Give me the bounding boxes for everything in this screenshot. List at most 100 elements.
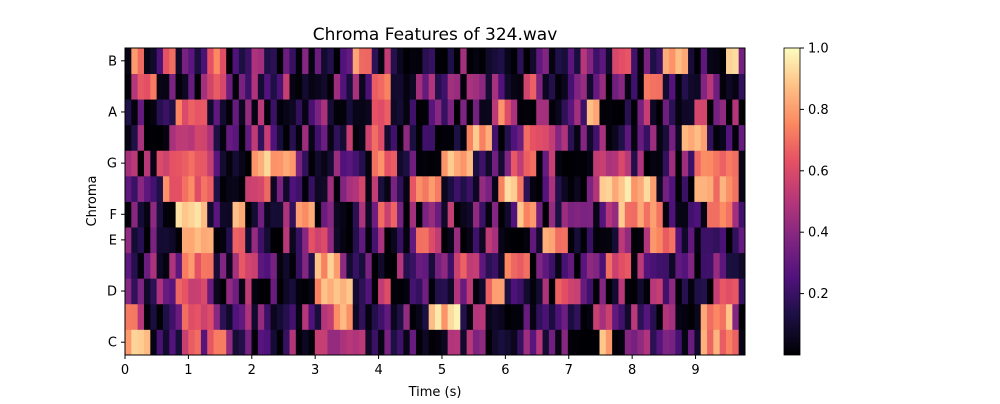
- heatmap-cell: [409, 150, 417, 177]
- heatmap-cell: [131, 303, 139, 330]
- heatmap-cell: [384, 303, 392, 330]
- heatmap-cell: [713, 99, 721, 126]
- heatmap-cell: [574, 252, 581, 279]
- heatmap-cell: [181, 201, 189, 228]
- heatmap-cell: [422, 150, 430, 177]
- heatmap-cell: [435, 329, 442, 356]
- heatmap-cell: [435, 252, 442, 279]
- heatmap-cell: [314, 303, 322, 330]
- heatmap-cell: [251, 303, 259, 330]
- heatmap-cell: [738, 252, 746, 279]
- heatmap-cell: [169, 278, 177, 305]
- heatmap-cell: [555, 124, 562, 151]
- heatmap-cell: [618, 175, 626, 202]
- heatmap-cell: [694, 48, 702, 74]
- heatmap-cell: [529, 99, 537, 126]
- heatmap-cell: [200, 227, 208, 254]
- heatmap-cell: [346, 73, 354, 100]
- heatmap-cell: [352, 278, 360, 305]
- heatmap-cell: [435, 175, 442, 202]
- heatmap-cell: [245, 303, 252, 330]
- heatmap-cell: [435, 278, 442, 305]
- heatmap-cell: [650, 252, 657, 279]
- heatmap-cell: [523, 303, 531, 330]
- heatmap-cell: [150, 303, 158, 330]
- heatmap-cell: [238, 329, 246, 356]
- heatmap-cell: [340, 73, 347, 100]
- heatmap-cell: [726, 252, 733, 279]
- heatmap-cell: [200, 48, 208, 74]
- heatmap-cell: [378, 73, 385, 100]
- heatmap-cell: [713, 175, 721, 202]
- heatmap-cell: [352, 124, 360, 151]
- heatmap-cell: [453, 124, 461, 151]
- heatmap-cell: [650, 303, 657, 330]
- heatmap-cell: [669, 278, 676, 305]
- heatmap-cell: [656, 175, 664, 202]
- heatmap-cell: [548, 252, 556, 279]
- heatmap-cell: [327, 73, 335, 100]
- heatmap-cell: [719, 99, 727, 126]
- heatmap-cell: [371, 201, 379, 228]
- heatmap-cell: [422, 99, 430, 126]
- heatmap-cell: [719, 303, 727, 330]
- heatmap-cell: [637, 278, 645, 305]
- heatmap-cell: [359, 150, 366, 177]
- heatmap-cell: [352, 201, 360, 228]
- heatmap-cell: [188, 73, 195, 100]
- heatmap-cell: [707, 278, 714, 305]
- heatmap-cell: [700, 227, 708, 254]
- heatmap-cell: [694, 99, 702, 126]
- heatmap-cell: [352, 99, 360, 126]
- heatmap-cell: [624, 48, 632, 74]
- heatmap-cell: [232, 150, 240, 177]
- heatmap-cell: [150, 73, 158, 100]
- heatmap-cell: [200, 252, 208, 279]
- heatmap-cell: [194, 329, 202, 356]
- x-tick-label: 7: [565, 363, 573, 378]
- heatmap-cell: [548, 99, 556, 126]
- heatmap-cell: [327, 201, 335, 228]
- heatmap-cell: [213, 303, 221, 330]
- heatmap-cell: [397, 303, 404, 330]
- heatmap-cell: [707, 303, 714, 330]
- heatmap-cell: [675, 99, 683, 126]
- heatmap-cell: [536, 150, 543, 177]
- heatmap-cell: [390, 48, 398, 74]
- heatmap-cell: [428, 252, 436, 279]
- heatmap-cell: [333, 252, 341, 279]
- heatmap-cell: [700, 150, 708, 177]
- heatmap-cell: [631, 150, 638, 177]
- heatmap-cell: [472, 252, 480, 279]
- heatmap-cell: [359, 48, 366, 74]
- heatmap-cell: [352, 73, 360, 100]
- heatmap-cell: [422, 252, 430, 279]
- heatmap-cell: [669, 150, 676, 177]
- heatmap-cell: [498, 252, 505, 279]
- heatmap-cell: [713, 150, 721, 177]
- heatmap-cell: [131, 150, 139, 177]
- heatmap-cell: [662, 150, 670, 177]
- heatmap-cell: [504, 329, 512, 356]
- heatmap-cell: [650, 227, 657, 254]
- heatmap-cell: [131, 99, 139, 126]
- heatmap-cell: [169, 303, 177, 330]
- heatmap-cell: [143, 278, 151, 305]
- heatmap-cell: [713, 278, 721, 305]
- x-tick-label: 0: [121, 363, 129, 378]
- heatmap-cell: [403, 278, 411, 305]
- heatmap-cell: [694, 73, 702, 100]
- heatmap-cell: [302, 99, 309, 126]
- heatmap-cell: [453, 99, 461, 126]
- heatmap-cell: [321, 303, 328, 330]
- heatmap-cell: [738, 99, 746, 126]
- heatmap-cell: [276, 201, 284, 228]
- heatmap-cell: [491, 303, 499, 330]
- heatmap-cell: [333, 73, 341, 100]
- heatmap-cell: [409, 48, 417, 74]
- heatmap-cell: [245, 201, 252, 228]
- heatmap-cell: [352, 252, 360, 279]
- heatmap-cell: [308, 303, 316, 330]
- heatmap-cell: [314, 201, 322, 228]
- heatmap-cell: [650, 48, 657, 74]
